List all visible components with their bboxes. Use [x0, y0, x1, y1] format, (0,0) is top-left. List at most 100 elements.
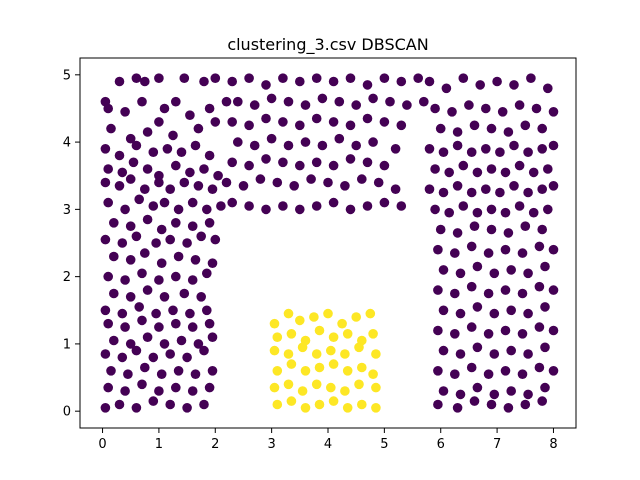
data-point	[371, 403, 381, 413]
data-point	[171, 318, 181, 329]
data-point	[159, 292, 170, 302]
data-point	[185, 167, 195, 178]
data-point	[125, 221, 136, 231]
data-point	[159, 339, 170, 349]
data-point	[469, 120, 480, 131]
data-point	[140, 362, 150, 373]
data-point	[151, 308, 161, 319]
data-point	[438, 187, 449, 198]
data-point	[204, 150, 215, 161]
data-point	[455, 268, 466, 279]
data-point	[165, 349, 175, 359]
data-point	[438, 386, 449, 396]
data-point	[435, 224, 446, 235]
data-point	[466, 241, 477, 252]
data-point	[269, 318, 280, 329]
data-point	[430, 103, 440, 114]
data-point	[261, 204, 271, 215]
data-point	[433, 366, 443, 376]
data-point	[199, 164, 209, 174]
data-point	[278, 73, 288, 83]
data-point	[396, 201, 407, 211]
data-point	[534, 322, 545, 332]
data-point	[334, 96, 345, 107]
data-point	[179, 177, 190, 188]
data-point	[131, 73, 142, 83]
data-point	[196, 292, 206, 302]
data-point	[385, 96, 395, 107]
data-point	[523, 268, 533, 279]
data-point	[452, 140, 463, 151]
data-point	[193, 123, 204, 134]
data-point	[179, 73, 190, 83]
data-point	[244, 160, 254, 171]
data-point	[337, 318, 347, 329]
data-point	[137, 96, 147, 107]
data-point	[523, 389, 533, 400]
data-point	[300, 100, 311, 110]
data-point	[458, 73, 469, 83]
data-point	[503, 127, 514, 137]
data-point	[506, 265, 516, 275]
data-point	[351, 100, 362, 110]
data-point	[455, 389, 466, 400]
data-point	[233, 137, 243, 147]
data-point	[120, 107, 130, 117]
data-point	[278, 117, 288, 127]
data-point	[534, 281, 545, 292]
data-point	[295, 315, 305, 326]
data-point	[517, 288, 528, 299]
data-point	[357, 362, 367, 373]
x-tick-label: 1	[155, 437, 163, 452]
data-point	[131, 345, 142, 356]
data-point	[548, 244, 559, 255]
data-point	[140, 76, 150, 87]
data-point	[413, 73, 424, 83]
x-tick-label: 2	[211, 437, 219, 452]
data-point	[283, 379, 294, 390]
data-point	[419, 96, 429, 107]
data-point	[351, 140, 362, 151]
data-point	[154, 275, 164, 285]
data-point	[173, 251, 184, 262]
x-tick-label: 3	[267, 437, 275, 452]
data-point	[114, 76, 125, 87]
data-point	[317, 93, 328, 104]
data-point	[185, 110, 195, 120]
data-point	[300, 366, 311, 376]
data-point	[162, 144, 173, 154]
data-point	[311, 73, 322, 83]
data-point	[142, 214, 153, 225]
data-point	[106, 366, 116, 376]
data-point	[311, 201, 322, 211]
data-point	[537, 123, 547, 134]
data-point	[340, 349, 350, 359]
x-tick-label: 8	[549, 437, 557, 452]
x-tick-label: 7	[493, 437, 501, 452]
data-point	[156, 258, 167, 269]
data-point	[100, 177, 111, 188]
data-point	[171, 160, 181, 171]
data-point	[458, 160, 469, 171]
y-tick-label: 2	[63, 270, 71, 285]
data-point	[255, 174, 266, 184]
data-point	[204, 103, 215, 114]
data-point	[486, 399, 497, 410]
data-point	[286, 396, 297, 406]
data-point	[187, 221, 198, 231]
data-point	[452, 403, 463, 413]
data-point	[272, 399, 283, 410]
data-point	[286, 329, 297, 339]
data-point	[314, 325, 325, 336]
data-point	[486, 204, 497, 215]
data-point	[438, 265, 449, 275]
data-point	[159, 197, 170, 208]
data-point	[379, 197, 390, 208]
data-point	[500, 207, 511, 218]
data-point	[328, 332, 339, 343]
data-point	[156, 369, 167, 380]
data-point	[103, 382, 113, 393]
x-axis: 0 1 2 3 4 5 6 7 8	[98, 428, 558, 452]
data-point	[140, 184, 150, 194]
data-point	[154, 73, 164, 83]
